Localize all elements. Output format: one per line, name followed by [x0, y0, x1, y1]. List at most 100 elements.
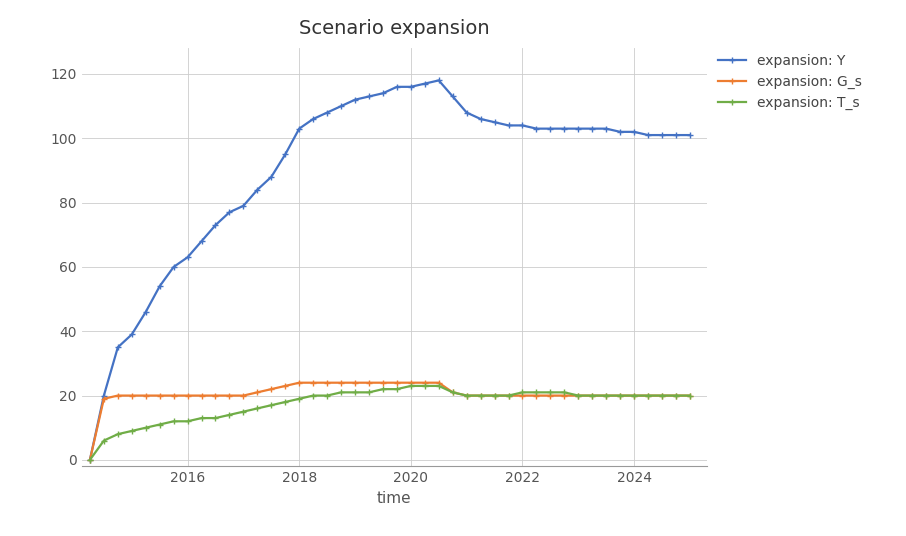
expansion: G_s: (2.02e+03, 24): G_s: (2.02e+03, 24): [335, 379, 346, 386]
expansion: G_s: (2.02e+03, 20): G_s: (2.02e+03, 20): [154, 392, 165, 399]
expansion: G_s: (2.02e+03, 20): G_s: (2.02e+03, 20): [685, 392, 696, 399]
expansion: G_s: (2.02e+03, 20): G_s: (2.02e+03, 20): [461, 392, 472, 399]
expansion: Y: (2.02e+03, 108): Y: (2.02e+03, 108): [322, 109, 333, 116]
expansion: T_s: (2.02e+03, 14): T_s: (2.02e+03, 14): [224, 412, 235, 418]
expansion: T_s: (2.02e+03, 22): T_s: (2.02e+03, 22): [391, 386, 402, 392]
expansion: G_s: (2.02e+03, 24): G_s: (2.02e+03, 24): [433, 379, 444, 386]
expansion: G_s: (2.02e+03, 22): G_s: (2.02e+03, 22): [265, 386, 276, 392]
expansion: G_s: (2.02e+03, 20): G_s: (2.02e+03, 20): [196, 392, 207, 399]
expansion: Y: (2.02e+03, 106): Y: (2.02e+03, 106): [308, 116, 319, 122]
expansion: Y: (2.02e+03, 116): Y: (2.02e+03, 116): [405, 84, 416, 90]
expansion: T_s: (2.02e+03, 10): T_s: (2.02e+03, 10): [140, 425, 151, 431]
expansion: G_s: (2.02e+03, 20): G_s: (2.02e+03, 20): [531, 392, 542, 399]
expansion: G_s: (2.02e+03, 24): G_s: (2.02e+03, 24): [350, 379, 361, 386]
expansion: T_s: (2.02e+03, 23): T_s: (2.02e+03, 23): [433, 383, 444, 389]
expansion: Y: (2.02e+03, 103): Y: (2.02e+03, 103): [587, 125, 598, 132]
expansion: T_s: (2.02e+03, 22): T_s: (2.02e+03, 22): [378, 386, 389, 392]
expansion: T_s: (2.02e+03, 20): T_s: (2.02e+03, 20): [489, 392, 500, 399]
expansion: G_s: (2.02e+03, 20): G_s: (2.02e+03, 20): [489, 392, 500, 399]
expansion: Y: (2.01e+03, 0): Y: (2.01e+03, 0): [84, 457, 95, 463]
expansion: G_s: (2.02e+03, 20): G_s: (2.02e+03, 20): [475, 392, 486, 399]
expansion: Y: (2.02e+03, 106): Y: (2.02e+03, 106): [475, 116, 486, 122]
expansion: G_s: (2.02e+03, 20): G_s: (2.02e+03, 20): [615, 392, 626, 399]
expansion: T_s: (2.02e+03, 20): T_s: (2.02e+03, 20): [615, 392, 626, 399]
expansion: Y: (2.02e+03, 102): Y: (2.02e+03, 102): [629, 129, 640, 135]
expansion: T_s: (2.02e+03, 20): T_s: (2.02e+03, 20): [322, 392, 333, 399]
expansion: G_s: (2.02e+03, 20): G_s: (2.02e+03, 20): [573, 392, 583, 399]
expansion: T_s: (2.02e+03, 19): T_s: (2.02e+03, 19): [294, 396, 304, 402]
expansion: Y: (2.02e+03, 68): Y: (2.02e+03, 68): [196, 238, 207, 244]
expansion: T_s: (2.02e+03, 21): T_s: (2.02e+03, 21): [559, 389, 570, 396]
expansion: T_s: (2.02e+03, 9): T_s: (2.02e+03, 9): [126, 428, 137, 434]
expansion: T_s: (2.01e+03, 8): T_s: (2.01e+03, 8): [112, 431, 123, 437]
expansion: G_s: (2.02e+03, 24): G_s: (2.02e+03, 24): [378, 379, 389, 386]
expansion: T_s: (2.02e+03, 20): T_s: (2.02e+03, 20): [475, 392, 486, 399]
expansion: Y: (2.02e+03, 79): Y: (2.02e+03, 79): [238, 203, 249, 209]
expansion: T_s: (2.02e+03, 20): T_s: (2.02e+03, 20): [642, 392, 653, 399]
expansion: G_s: (2.02e+03, 20): G_s: (2.02e+03, 20): [140, 392, 151, 399]
expansion: G_s: (2.02e+03, 20): G_s: (2.02e+03, 20): [587, 392, 598, 399]
expansion: Y: (2.02e+03, 101): Y: (2.02e+03, 101): [657, 132, 668, 138]
expansion: T_s: (2.02e+03, 12): T_s: (2.02e+03, 12): [182, 418, 193, 425]
expansion: T_s: (2.02e+03, 20): T_s: (2.02e+03, 20): [503, 392, 514, 399]
expansion: Y: (2.02e+03, 108): Y: (2.02e+03, 108): [461, 109, 472, 116]
expansion: Y: (2.02e+03, 113): Y: (2.02e+03, 113): [363, 93, 374, 100]
expansion: T_s: (2.02e+03, 20): T_s: (2.02e+03, 20): [587, 392, 598, 399]
expansion: Y: (2.02e+03, 103): Y: (2.02e+03, 103): [573, 125, 583, 132]
Line: expansion: Y: expansion: Y: [87, 78, 693, 463]
expansion: T_s: (2.02e+03, 23): T_s: (2.02e+03, 23): [419, 383, 430, 389]
expansion: G_s: (2.02e+03, 20): G_s: (2.02e+03, 20): [182, 392, 193, 399]
expansion: G_s: (2.01e+03, 19): G_s: (2.01e+03, 19): [99, 396, 110, 402]
expansion: Y: (2.02e+03, 105): Y: (2.02e+03, 105): [489, 119, 500, 125]
expansion: G_s: (2.02e+03, 20): G_s: (2.02e+03, 20): [224, 392, 235, 399]
expansion: G_s: (2.01e+03, 20): G_s: (2.01e+03, 20): [112, 392, 123, 399]
expansion: T_s: (2.02e+03, 16): T_s: (2.02e+03, 16): [252, 405, 263, 412]
expansion: Y: (2.02e+03, 118): Y: (2.02e+03, 118): [433, 77, 444, 84]
expansion: Y: (2.01e+03, 20): Y: (2.01e+03, 20): [99, 392, 110, 399]
expansion: T_s: (2.02e+03, 13): T_s: (2.02e+03, 13): [210, 415, 221, 421]
expansion: G_s: (2.02e+03, 20): G_s: (2.02e+03, 20): [169, 392, 179, 399]
expansion: Y: (2.02e+03, 39): Y: (2.02e+03, 39): [126, 331, 137, 338]
expansion: Y: (2.02e+03, 88): Y: (2.02e+03, 88): [265, 174, 276, 180]
expansion: Y: (2.02e+03, 77): Y: (2.02e+03, 77): [224, 209, 235, 215]
expansion: T_s: (2.02e+03, 21): T_s: (2.02e+03, 21): [531, 389, 542, 396]
expansion: Y: (2.02e+03, 101): Y: (2.02e+03, 101): [642, 132, 653, 138]
expansion: G_s: (2.02e+03, 24): G_s: (2.02e+03, 24): [391, 379, 402, 386]
expansion: G_s: (2.02e+03, 20): G_s: (2.02e+03, 20): [210, 392, 221, 399]
expansion: Y: (2.02e+03, 103): Y: (2.02e+03, 103): [294, 125, 304, 132]
expansion: G_s: (2.02e+03, 24): G_s: (2.02e+03, 24): [322, 379, 333, 386]
expansion: T_s: (2.02e+03, 17): T_s: (2.02e+03, 17): [265, 402, 276, 408]
expansion: T_s: (2.02e+03, 23): T_s: (2.02e+03, 23): [405, 383, 416, 389]
Line: expansion: T_s: expansion: T_s: [87, 383, 693, 463]
expansion: Y: (2.02e+03, 54): Y: (2.02e+03, 54): [154, 283, 165, 289]
expansion: T_s: (2.02e+03, 21): T_s: (2.02e+03, 21): [448, 389, 458, 396]
expansion: T_s: (2.02e+03, 12): T_s: (2.02e+03, 12): [169, 418, 179, 425]
expansion: G_s: (2.02e+03, 24): G_s: (2.02e+03, 24): [405, 379, 416, 386]
expansion: G_s: (2.02e+03, 20): G_s: (2.02e+03, 20): [670, 392, 681, 399]
expansion: Y: (2.02e+03, 103): Y: (2.02e+03, 103): [545, 125, 556, 132]
expansion: T_s: (2.02e+03, 21): T_s: (2.02e+03, 21): [335, 389, 346, 396]
expansion: G_s: (2.02e+03, 20): G_s: (2.02e+03, 20): [545, 392, 556, 399]
expansion: T_s: (2.02e+03, 21): T_s: (2.02e+03, 21): [545, 389, 556, 396]
expansion: G_s: (2.02e+03, 20): G_s: (2.02e+03, 20): [517, 392, 528, 399]
expansion: T_s: (2.02e+03, 18): T_s: (2.02e+03, 18): [280, 399, 291, 405]
expansion: G_s: (2.02e+03, 20): G_s: (2.02e+03, 20): [642, 392, 653, 399]
expansion: T_s: (2.02e+03, 20): T_s: (2.02e+03, 20): [601, 392, 612, 399]
expansion: T_s: (2.02e+03, 20): T_s: (2.02e+03, 20): [657, 392, 668, 399]
expansion: Y: (2.02e+03, 112): Y: (2.02e+03, 112): [350, 96, 361, 103]
expansion: G_s: (2.02e+03, 24): G_s: (2.02e+03, 24): [363, 379, 374, 386]
expansion: Y: (2.02e+03, 103): Y: (2.02e+03, 103): [559, 125, 570, 132]
expansion: G_s: (2.02e+03, 23): G_s: (2.02e+03, 23): [280, 383, 291, 389]
expansion: T_s: (2.02e+03, 21): T_s: (2.02e+03, 21): [350, 389, 361, 396]
expansion: T_s: (2.02e+03, 20): T_s: (2.02e+03, 20): [461, 392, 472, 399]
expansion: Y: (2.02e+03, 104): Y: (2.02e+03, 104): [503, 122, 514, 129]
expansion: Y: (2.02e+03, 103): Y: (2.02e+03, 103): [601, 125, 612, 132]
expansion: Y: (2.02e+03, 103): Y: (2.02e+03, 103): [531, 125, 542, 132]
expansion: T_s: (2.02e+03, 20): T_s: (2.02e+03, 20): [685, 392, 696, 399]
expansion: T_s: (2.01e+03, 6): T_s: (2.01e+03, 6): [99, 437, 110, 444]
expansion: G_s: (2.02e+03, 20): G_s: (2.02e+03, 20): [238, 392, 249, 399]
expansion: Y: (2.02e+03, 95): Y: (2.02e+03, 95): [280, 151, 291, 158]
expansion: T_s: (2.02e+03, 15): T_s: (2.02e+03, 15): [238, 408, 249, 415]
expansion: T_s: (2.02e+03, 11): T_s: (2.02e+03, 11): [154, 421, 165, 428]
expansion: G_s: (2.02e+03, 20): G_s: (2.02e+03, 20): [126, 392, 137, 399]
